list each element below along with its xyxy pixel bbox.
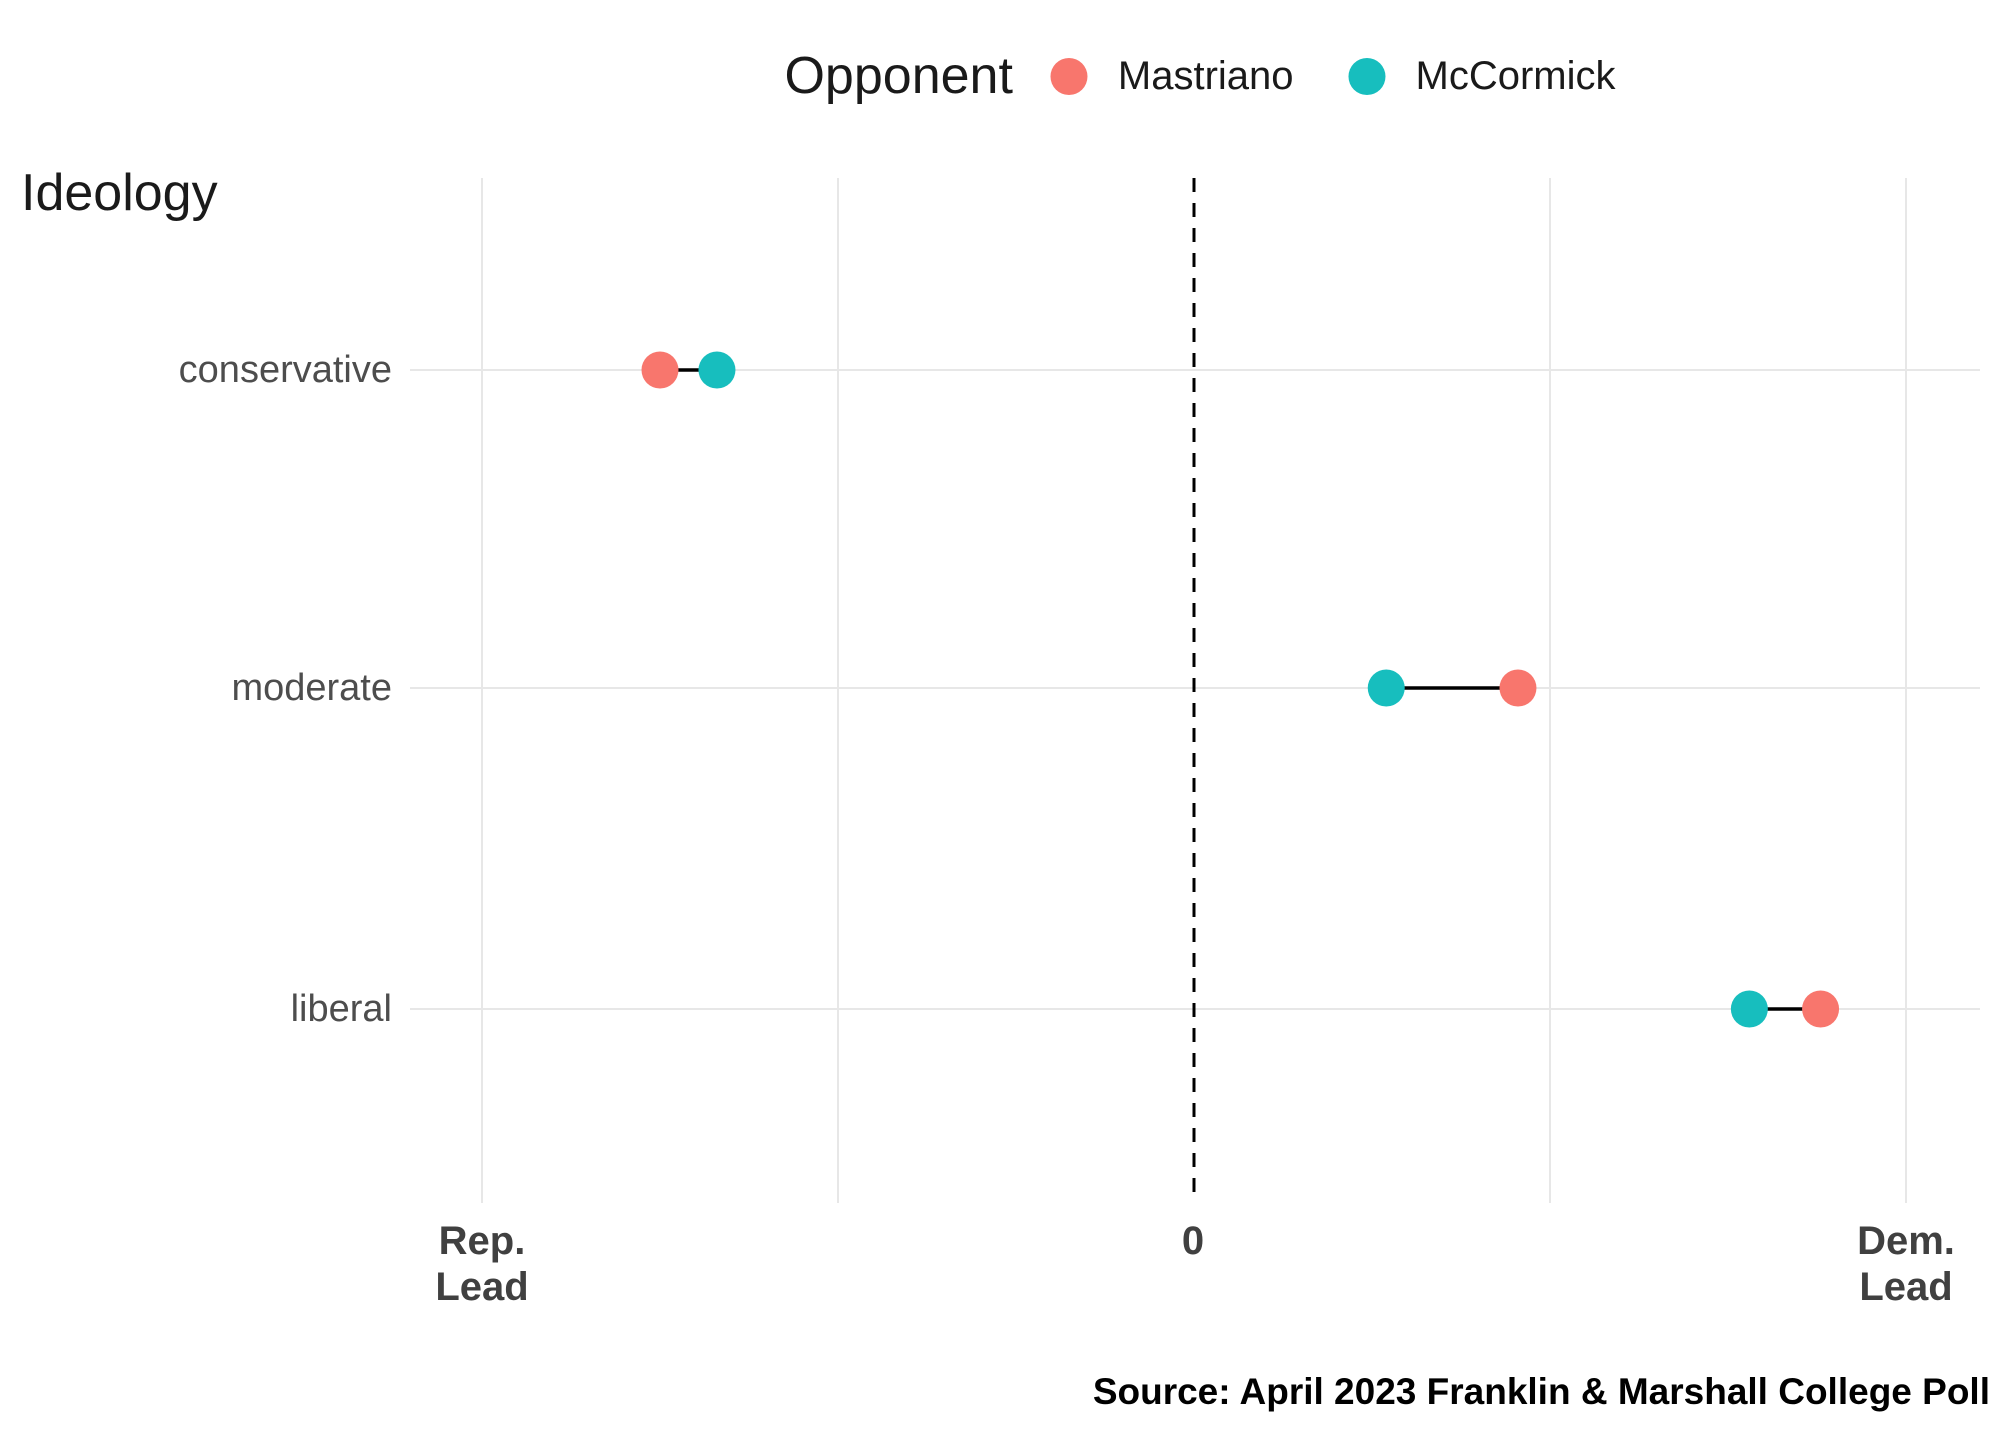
dot-mastriano-moderate	[1499, 669, 1537, 707]
x-axis-label-dem-lead: Dem. Lead	[1786, 1218, 2000, 1310]
dot-mccormick-moderate	[1367, 669, 1405, 707]
legend-item-mastriano: Mastriano	[1050, 53, 1294, 99]
y-axis-label-liberal: liberal	[290, 988, 392, 1030]
x-axis-label-dem-line1: Dem.	[1857, 1219, 1955, 1263]
x-axis-label-dem-line2: Lead	[1859, 1265, 1953, 1309]
source-note: Source: April 2023 Franklin & Marshall C…	[1092, 1371, 1990, 1412]
mccormick-swatch-icon	[1348, 57, 1386, 95]
y-axis-label-moderate: moderate	[231, 667, 392, 709]
x-axis-label-rep-line1: Rep.	[438, 1219, 526, 1263]
legend-title: Opponent	[784, 47, 1013, 105]
dot-mastriano-conservative	[641, 351, 679, 389]
mastriano-swatch-icon	[1050, 57, 1088, 95]
x-axis-label-rep-lead: Rep. Lead	[362, 1218, 602, 1310]
dot-mastriano-liberal	[1802, 990, 1840, 1028]
legend-item-mccormick: McCormick	[1348, 53, 1616, 99]
y-axis-label-conservative: conservative	[178, 349, 392, 391]
legend-label-mccormick: McCormick	[1415, 53, 1616, 98]
legend: Opponent Mastriano McCormick	[784, 44, 1615, 108]
dot-mccormick-conservative	[698, 351, 736, 389]
x-axis-label-zero: 0	[1181, 1219, 1205, 1263]
dot-mccormick-liberal	[1730, 990, 1768, 1028]
legend-label-mastriano: Mastriano	[1117, 53, 1294, 98]
x-axis-label-rep-line2: Lead	[435, 1265, 529, 1309]
y-axis-title: Ideology	[21, 164, 218, 222]
